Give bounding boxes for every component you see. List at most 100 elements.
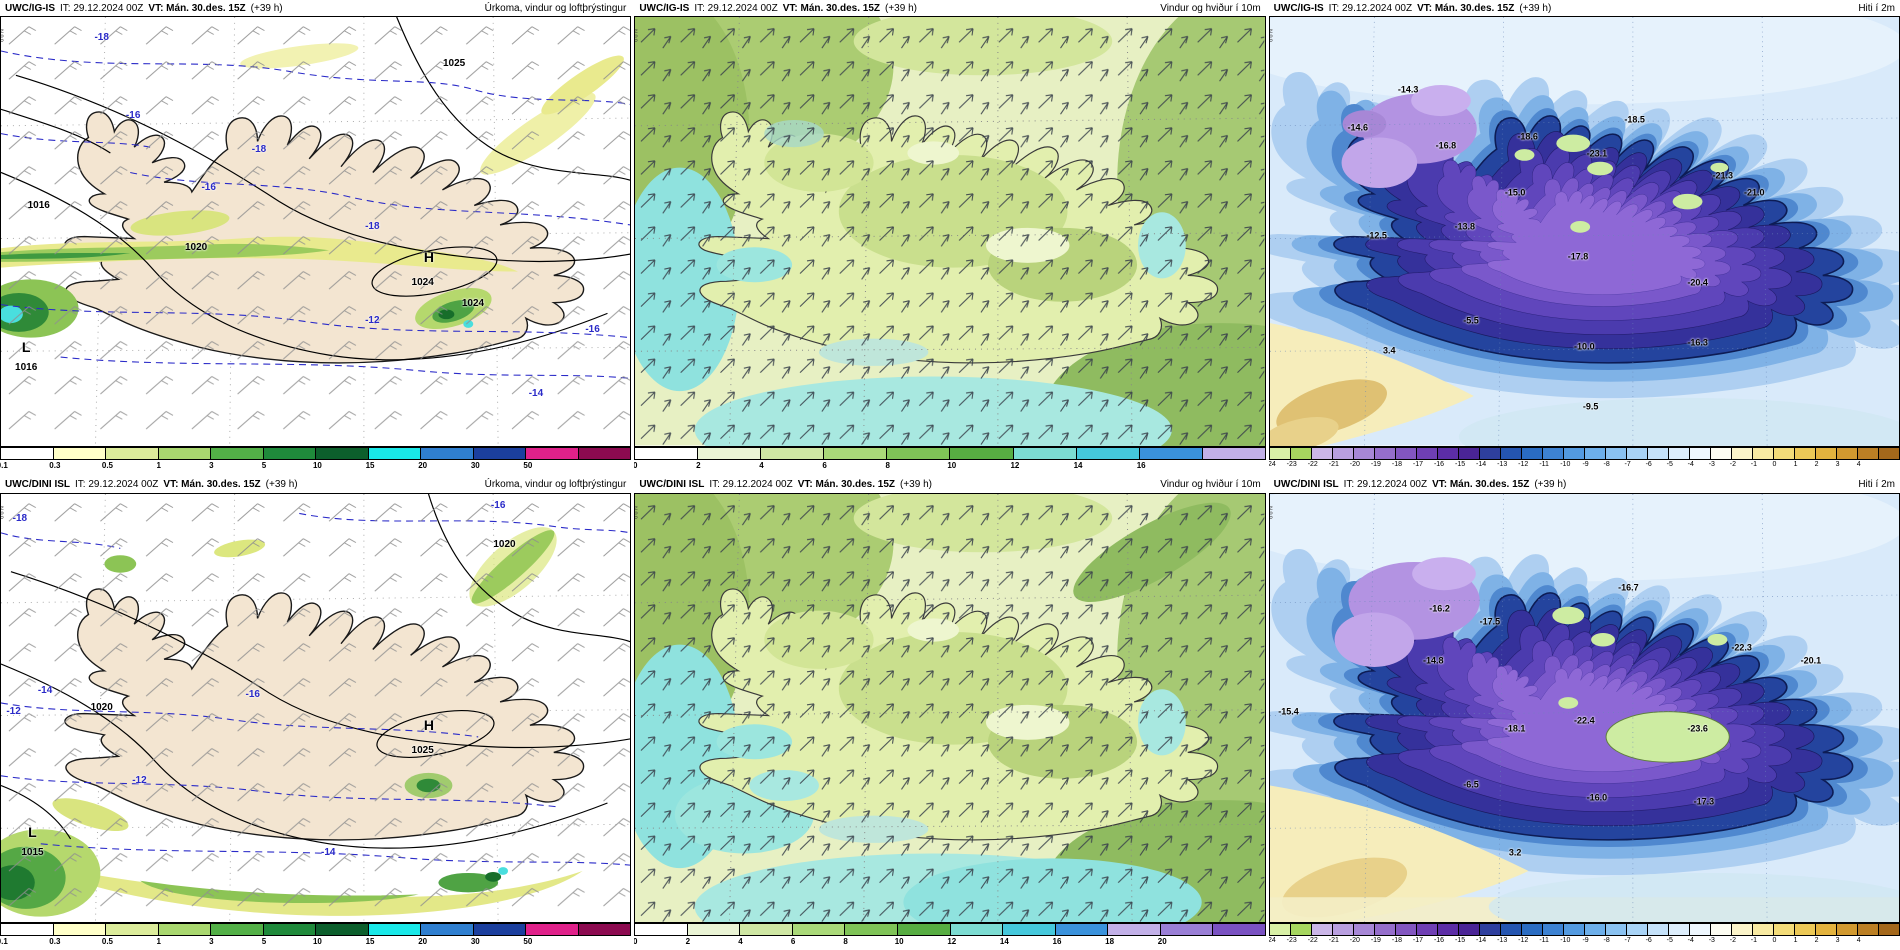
panel-header: UWC/DINI ISL IT: 29.12.2024 00Z VT: Mán.… xyxy=(0,476,632,493)
panel-title: Úrkoma, vindur og loftþrýstingur xyxy=(484,479,627,490)
map-label: 1016 xyxy=(15,362,38,374)
panel-title: Vindur og hviður í 10m xyxy=(1160,479,1261,490)
init-time: IT: 29.12.2024 00Z xyxy=(1343,479,1428,490)
colorbar-tick: 20 xyxy=(1157,937,1167,946)
frame-label: N99 xyxy=(0,29,3,44)
panel-wind-igis: UWC/IG-IS IT: 29.12.2024 00Z VT: Mán. 30… xyxy=(634,0,1266,474)
colorbar-tick: 15 xyxy=(365,937,375,946)
colorbar-segment xyxy=(950,447,1014,459)
map-label: 1024 xyxy=(411,276,434,288)
map-label: -13.8 xyxy=(1454,221,1475,232)
colorbar-segment xyxy=(211,447,264,459)
colorbar-segment xyxy=(158,447,212,459)
init-time: IT: 29.12.2024 00Z xyxy=(75,479,159,490)
map-label: -9.5 xyxy=(1582,401,1599,412)
colorbar-tick: -18 xyxy=(1391,460,1403,468)
panel-header: UWC/DINI ISL IT: 29.12.2024 00Z VT: Mán.… xyxy=(634,476,1266,493)
map-label: -17.8 xyxy=(1567,251,1589,262)
colorbar-tick: 5 xyxy=(261,937,267,946)
colorbar-tick: 16 xyxy=(1136,460,1146,470)
map-label: -16 xyxy=(125,109,141,121)
map-label: -18 xyxy=(12,513,28,525)
colorbar-segment xyxy=(1076,447,1140,459)
panel-wind-dini: UWC/DINI ISL IT: 29.12.2024 00Z VT: Mán.… xyxy=(634,476,1266,950)
colorbar-tick: 0 xyxy=(1772,937,1777,944)
init-time: IT: 29.12.2024 00Z xyxy=(1328,2,1413,14)
map-canvas xyxy=(1,17,631,446)
colorbar-tick: 3 xyxy=(209,937,214,946)
colorbar-segment xyxy=(106,924,159,935)
map-canvas xyxy=(1269,17,1899,446)
map-label: -12 xyxy=(132,774,147,786)
map-label: -16.2 xyxy=(1429,603,1450,614)
colorbar-tick: -10 xyxy=(1560,937,1571,944)
colorbar-segment xyxy=(1416,924,1438,935)
colorbar-tick: -7 xyxy=(1624,937,1631,944)
map-label: 3.4 xyxy=(1382,345,1396,356)
colorbar-segment xyxy=(1332,924,1354,935)
colorbar-segment xyxy=(1563,924,1585,935)
colorbar-segment xyxy=(635,447,699,459)
colorbar-tick: 18 xyxy=(1105,937,1115,946)
colorbar-tick: 8 xyxy=(843,937,848,946)
colorbar-tick: -17 xyxy=(1412,937,1424,944)
colorbar-segment xyxy=(1858,924,1880,935)
colorbar-segment xyxy=(1732,924,1754,935)
panel-precip-dini: UWC/DINI ISL IT: 29.12.2024 00Z VT: Mán.… xyxy=(0,476,632,950)
panel-title: Úrkoma, vindur og loftþrýstingur xyxy=(484,2,627,14)
colorbar-segment xyxy=(1689,924,1711,935)
map-label: -16.8 xyxy=(1435,140,1457,151)
map-label: 1016 xyxy=(27,199,50,211)
map-label: -20.4 xyxy=(1687,277,1708,288)
colorbar-tick: 15 xyxy=(365,460,375,470)
map-label: -23.1 xyxy=(1586,148,1608,159)
panel-header: UWC/IG-IS IT: 29.12.2024 00Z VT: Mán. 30… xyxy=(1268,0,1900,16)
colorbar-tick: -16 xyxy=(1433,460,1445,468)
colorbar-tick: 0 xyxy=(1772,460,1777,468)
lead-time: (+39 h) xyxy=(885,2,917,14)
map-label: H xyxy=(423,248,434,265)
colorbar-segment xyxy=(1626,924,1648,935)
colorbar-segment xyxy=(1500,447,1522,459)
colorbar-tick: -22 xyxy=(1307,937,1318,944)
colorbar-tick: -9 xyxy=(1582,937,1589,944)
colorbar-segment xyxy=(1139,447,1203,459)
colorbar-segment xyxy=(158,924,212,935)
colorbar-segment xyxy=(1437,924,1459,935)
colorbar-tick: 14 xyxy=(999,937,1009,946)
colorbar-tick: 1 xyxy=(156,937,161,946)
colorbar-tick: -1 xyxy=(1750,937,1758,944)
colorbar-segment xyxy=(1521,447,1543,459)
colorbar-tick: 10 xyxy=(947,460,957,470)
colorbar-tick: 3 xyxy=(1835,460,1840,468)
init-time: IT: 29.12.2024 00Z xyxy=(694,2,778,14)
colorbar-segment xyxy=(1816,924,1838,935)
map-label: -16.7 xyxy=(1618,582,1639,593)
colorbar-segment xyxy=(53,924,107,935)
colorbar-tick: -18 xyxy=(1391,937,1403,944)
panel-title: Hiti í 2m xyxy=(1858,479,1895,490)
map-canvas xyxy=(1,493,631,922)
model-name: UWC/IG-IS xyxy=(5,2,55,14)
lead-time: (+39 h) xyxy=(1534,479,1567,490)
colorbar-tick: -20 xyxy=(1349,937,1360,944)
model-name: UWC/IG-IS xyxy=(639,2,690,14)
colorbar-segment xyxy=(1479,924,1501,935)
map-label: L xyxy=(28,824,37,840)
colorbar-tick: -13 xyxy=(1497,460,1508,468)
colorbar-tick: 20 xyxy=(418,460,428,470)
colorbar-tick: 0.1 xyxy=(0,937,8,946)
map-precipitation-wind-pressure-dini: -16 -18 -14 -12 -16 -12 -14 1020 1020 H 1025 L 1015 … xyxy=(0,492,632,923)
colorbar-tick: 0.1 xyxy=(0,460,8,470)
colorbar-segment xyxy=(1395,924,1417,935)
colorbar-segment xyxy=(1647,924,1669,935)
colorbar-segment xyxy=(1795,447,1817,459)
colorbar-segment xyxy=(1202,447,1265,459)
colorbar-tick: 12 xyxy=(947,937,957,946)
colorbar-tick: 0.3 xyxy=(49,937,61,946)
map-label: -21.3 xyxy=(1712,170,1734,181)
frame-label: N99 xyxy=(0,505,3,520)
colorbar-segment xyxy=(1542,924,1564,935)
map-label: -21.0 xyxy=(1743,187,1765,198)
colorbar-segment xyxy=(1542,447,1564,459)
